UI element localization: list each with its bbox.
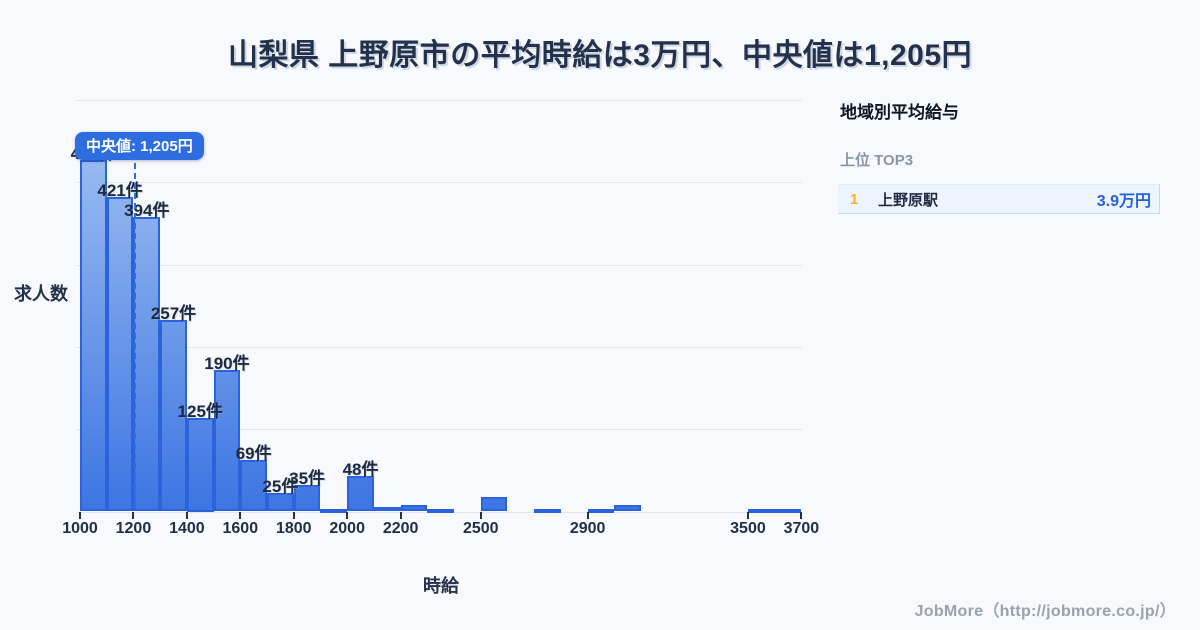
- histogram-bar: [427, 508, 455, 513]
- histogram-bar: [587, 508, 615, 513]
- histogram-bar: [240, 459, 267, 512]
- bar-count-label: 48件: [342, 459, 379, 479]
- x-axis-tick-label: 3700: [783, 520, 820, 537]
- bar-count-label: 257件: [150, 303, 197, 323]
- x-axis-tick: [800, 512, 803, 519]
- histogram-bar: [160, 319, 187, 512]
- x-axis-tick: [185, 512, 188, 519]
- median-tooltip: 中央値: 1,205円: [75, 132, 204, 160]
- histogram-bar: [213, 369, 241, 512]
- histogram-bar: [614, 504, 642, 512]
- histogram-bar: [373, 507, 401, 512]
- x-axis-tick-label: 2500: [462, 520, 499, 537]
- x-axis-tick-label: 1800: [275, 520, 312, 537]
- grid-line: [76, 264, 802, 266]
- x-axis-tick-label: 2200: [382, 520, 419, 537]
- station-value: 3.9万円: [1096, 193, 1151, 210]
- histogram-bar: [747, 508, 775, 513]
- histogram-bar: [293, 485, 321, 512]
- grid-line: [76, 429, 802, 431]
- histogram-bar: [480, 496, 508, 512]
- x-axis-tick-label: 1200: [115, 520, 152, 537]
- bar-count-label: 190件: [204, 353, 250, 373]
- station-name: 上野原駅: [878, 191, 939, 209]
- histogram-bar: [774, 508, 802, 513]
- bar-count-label: 69件: [235, 443, 272, 463]
- histogram-bar: [80, 160, 107, 512]
- bar-count-label: 35件: [289, 469, 326, 489]
- x-axis-tick-label: 2900: [569, 520, 606, 537]
- grid-line: [76, 100, 802, 101]
- x-axis-tick: [399, 512, 402, 519]
- x-axis-tick: [346, 512, 349, 519]
- sidebar-heading: 地域別平均給与: [840, 103, 959, 122]
- histogram-bar: [267, 492, 294, 512]
- x-axis-tick: [479, 512, 482, 519]
- histogram-bar: [106, 197, 134, 512]
- histogram-bar: [186, 418, 214, 512]
- bar-count-label: 25件: [262, 476, 299, 496]
- bar-count-label: 394件: [124, 201, 170, 221]
- x-axis-tick: [132, 512, 135, 519]
- histogram-bar: [534, 508, 561, 513]
- x-axis-tick: [79, 512, 81, 519]
- y-axis-title: 求人数: [14, 284, 68, 304]
- ranking-list: 1 上野原駅 3.9万円: [838, 184, 1160, 214]
- x-axis-tick-label: 2000: [329, 520, 365, 537]
- median-dashed-line: [133, 143, 136, 512]
- x-axis-tick-label: 1000: [62, 520, 98, 537]
- page-title: 山梨県 上野原市の平均時給は3万円、中央値は1,205円: [227, 39, 973, 72]
- x-axis-title: 時給: [423, 576, 459, 596]
- rank-number: 1: [850, 190, 859, 208]
- histogram-bar: [133, 217, 161, 512]
- bar-count-label: 421件: [97, 181, 143, 200]
- histogram-bar: [347, 475, 374, 512]
- histogram-bar: [320, 508, 348, 513]
- x-axis-tick-label: 3500: [730, 520, 766, 537]
- x-axis-tick: [292, 512, 295, 519]
- footer-credit: JobMore（http://jobmore.co.jp/）: [914, 603, 1176, 620]
- x-axis-tick-label: 1600: [222, 520, 259, 537]
- x-axis-tick-label: 1400: [169, 520, 205, 537]
- ranking-row: 1 上野原駅 3.9万円: [838, 184, 1160, 214]
- grid-line: [76, 346, 802, 348]
- grid-line: [76, 182, 802, 184]
- x-axis-tick: [586, 512, 589, 519]
- x-axis-tick: [239, 512, 242, 519]
- x-axis-tick: [746, 512, 749, 519]
- sidebar-subheading: 上位 TOP3: [840, 152, 914, 169]
- bar-count-label: 125件: [177, 402, 223, 422]
- sidebar: 地域別平均給与 上位 TOP3 1 上野原駅 3.9万円: [838, 98, 1160, 214]
- histogram-bar: [400, 504, 428, 512]
